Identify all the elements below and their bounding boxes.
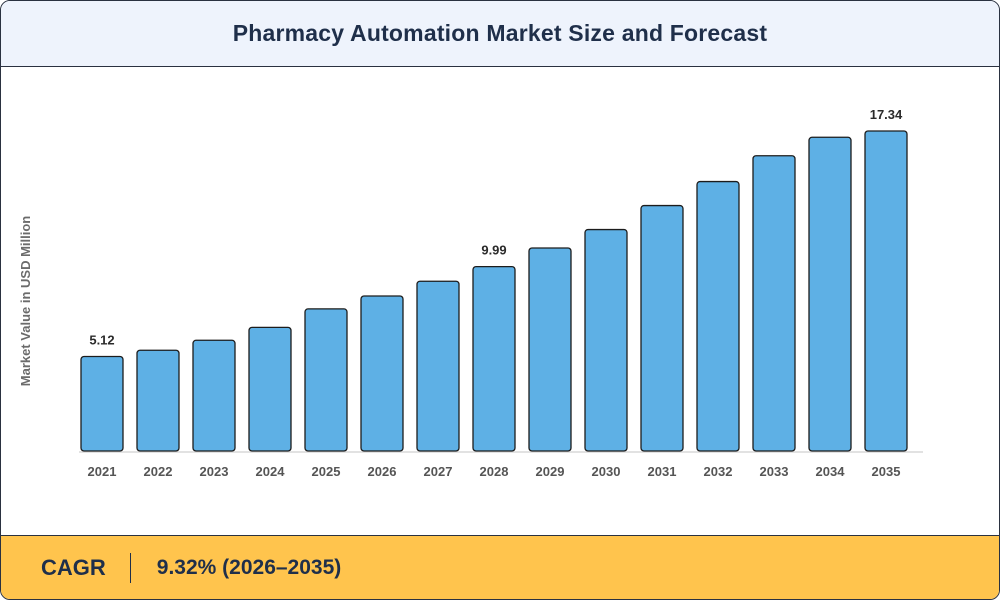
bar-2031: [640, 204, 684, 452]
cagr-value: 9.32% (2026–2035): [156, 556, 342, 579]
x-tick-label: 2022: [144, 464, 173, 479]
x-tick-label: 2024: [256, 464, 286, 479]
bar-2022: [136, 349, 180, 452]
bar-2025: [304, 308, 348, 452]
bar-2023: [192, 339, 236, 452]
data-label: 9.99: [481, 243, 506, 258]
bar-chart: Market Value in USD Million 2021 5.12 2022…: [18, 107, 923, 479]
bar-2035: [864, 130, 908, 452]
cagr-divider: [129, 553, 131, 583]
x-tick-label: 2029: [536, 464, 565, 479]
x-tick-label: 2023: [200, 464, 229, 479]
cagr-footer: CAGR 9.32% (2026–2035): [1, 535, 999, 599]
x-tick-label: 2031: [648, 464, 677, 479]
x-tick-label: 2030: [592, 464, 621, 479]
data-label: 5.12: [89, 333, 114, 348]
x-tick-label: 2026: [368, 464, 397, 479]
cagr-label: CAGR: [41, 555, 106, 580]
bar-2030: [584, 228, 628, 452]
x-tick-label: 2025: [312, 464, 341, 479]
bar-2028: [472, 265, 516, 452]
x-tick-label: 2021: [88, 464, 117, 479]
x-tick-label: 2032: [704, 464, 733, 479]
plot-area: Market Value in USD Million 2021 5.12 2022…: [1, 67, 999, 535]
x-tick-label: 2033: [760, 464, 789, 479]
bar-2029: [528, 247, 572, 452]
bars-group: 2021 5.12 2022 2023 2024 2025 2026 2027 2028 9.99…: [80, 107, 908, 479]
bar-2033: [752, 155, 796, 452]
bar-2021: [80, 355, 124, 452]
x-tick-label: 2028: [480, 464, 509, 479]
x-tick-label: 2027: [424, 464, 453, 479]
bar-2034: [808, 136, 852, 452]
chart-title: Pharmacy Automation Market Size and Fore…: [232, 20, 768, 46]
data-label: 17.34: [870, 107, 903, 122]
y-axis-label: Market Value in USD Million: [18, 216, 33, 387]
bar-2032: [696, 180, 740, 452]
bar-2026: [360, 295, 404, 452]
x-tick-label: 2034: [816, 464, 846, 479]
x-tick-label: 2035: [872, 464, 901, 479]
chart-header: Pharmacy Automation Market Size and Fore…: [1, 1, 999, 67]
bar-2027: [416, 280, 460, 452]
bar-2024: [248, 326, 292, 452]
